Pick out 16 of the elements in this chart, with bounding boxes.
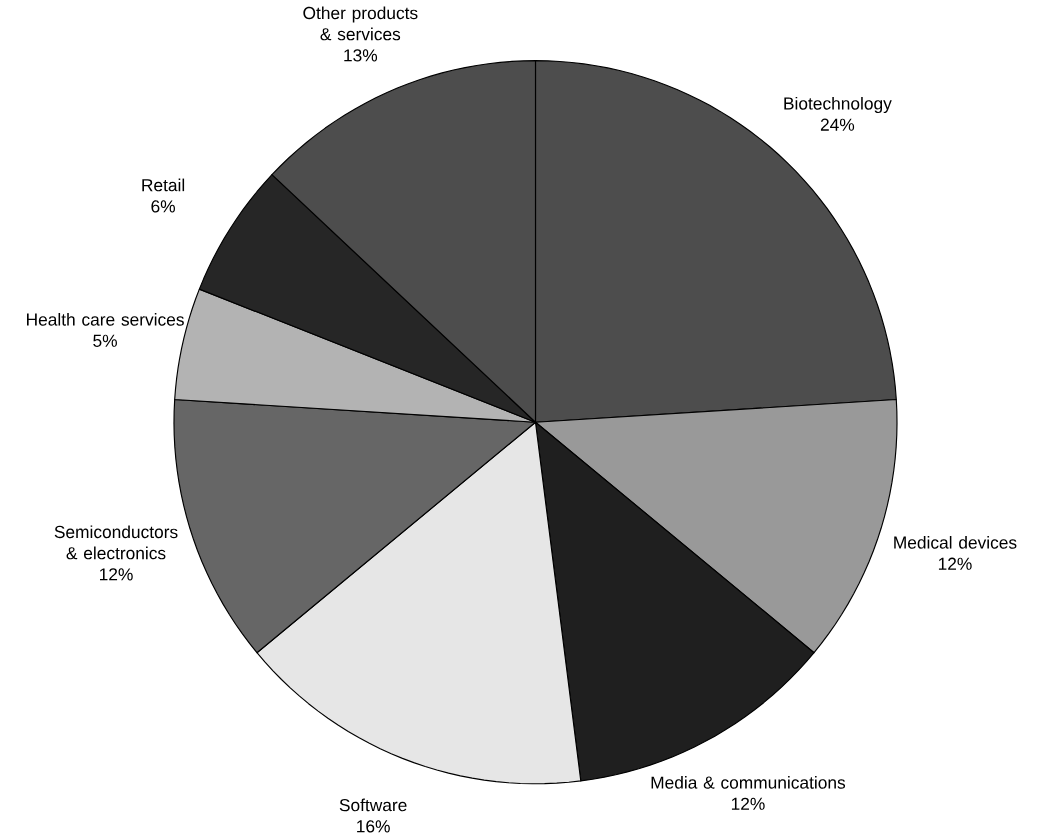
data-label: 12% bbox=[100, 568, 133, 581]
data-label: 12% bbox=[938, 557, 972, 570]
slice-label: Software bbox=[339, 798, 407, 812]
data-label: 13% bbox=[344, 49, 378, 62]
slice-label: Retail bbox=[142, 178, 185, 192]
slice-label: Biotechnology bbox=[784, 96, 892, 114]
data-label: 6% bbox=[151, 200, 175, 213]
slice-label: Medical devices bbox=[894, 536, 1017, 549]
slice-label: Other products & services bbox=[303, 6, 418, 41]
data-label: 24% bbox=[820, 118, 855, 131]
data-label: 5% bbox=[93, 334, 117, 347]
slice-label: Health care services bbox=[27, 313, 184, 326]
data-label: 12% bbox=[731, 797, 765, 810]
data-label: 16% bbox=[357, 820, 390, 833]
slice-label: Media & communications bbox=[651, 776, 846, 789]
slice-label: Semiconductors & electronics bbox=[54, 525, 178, 560]
